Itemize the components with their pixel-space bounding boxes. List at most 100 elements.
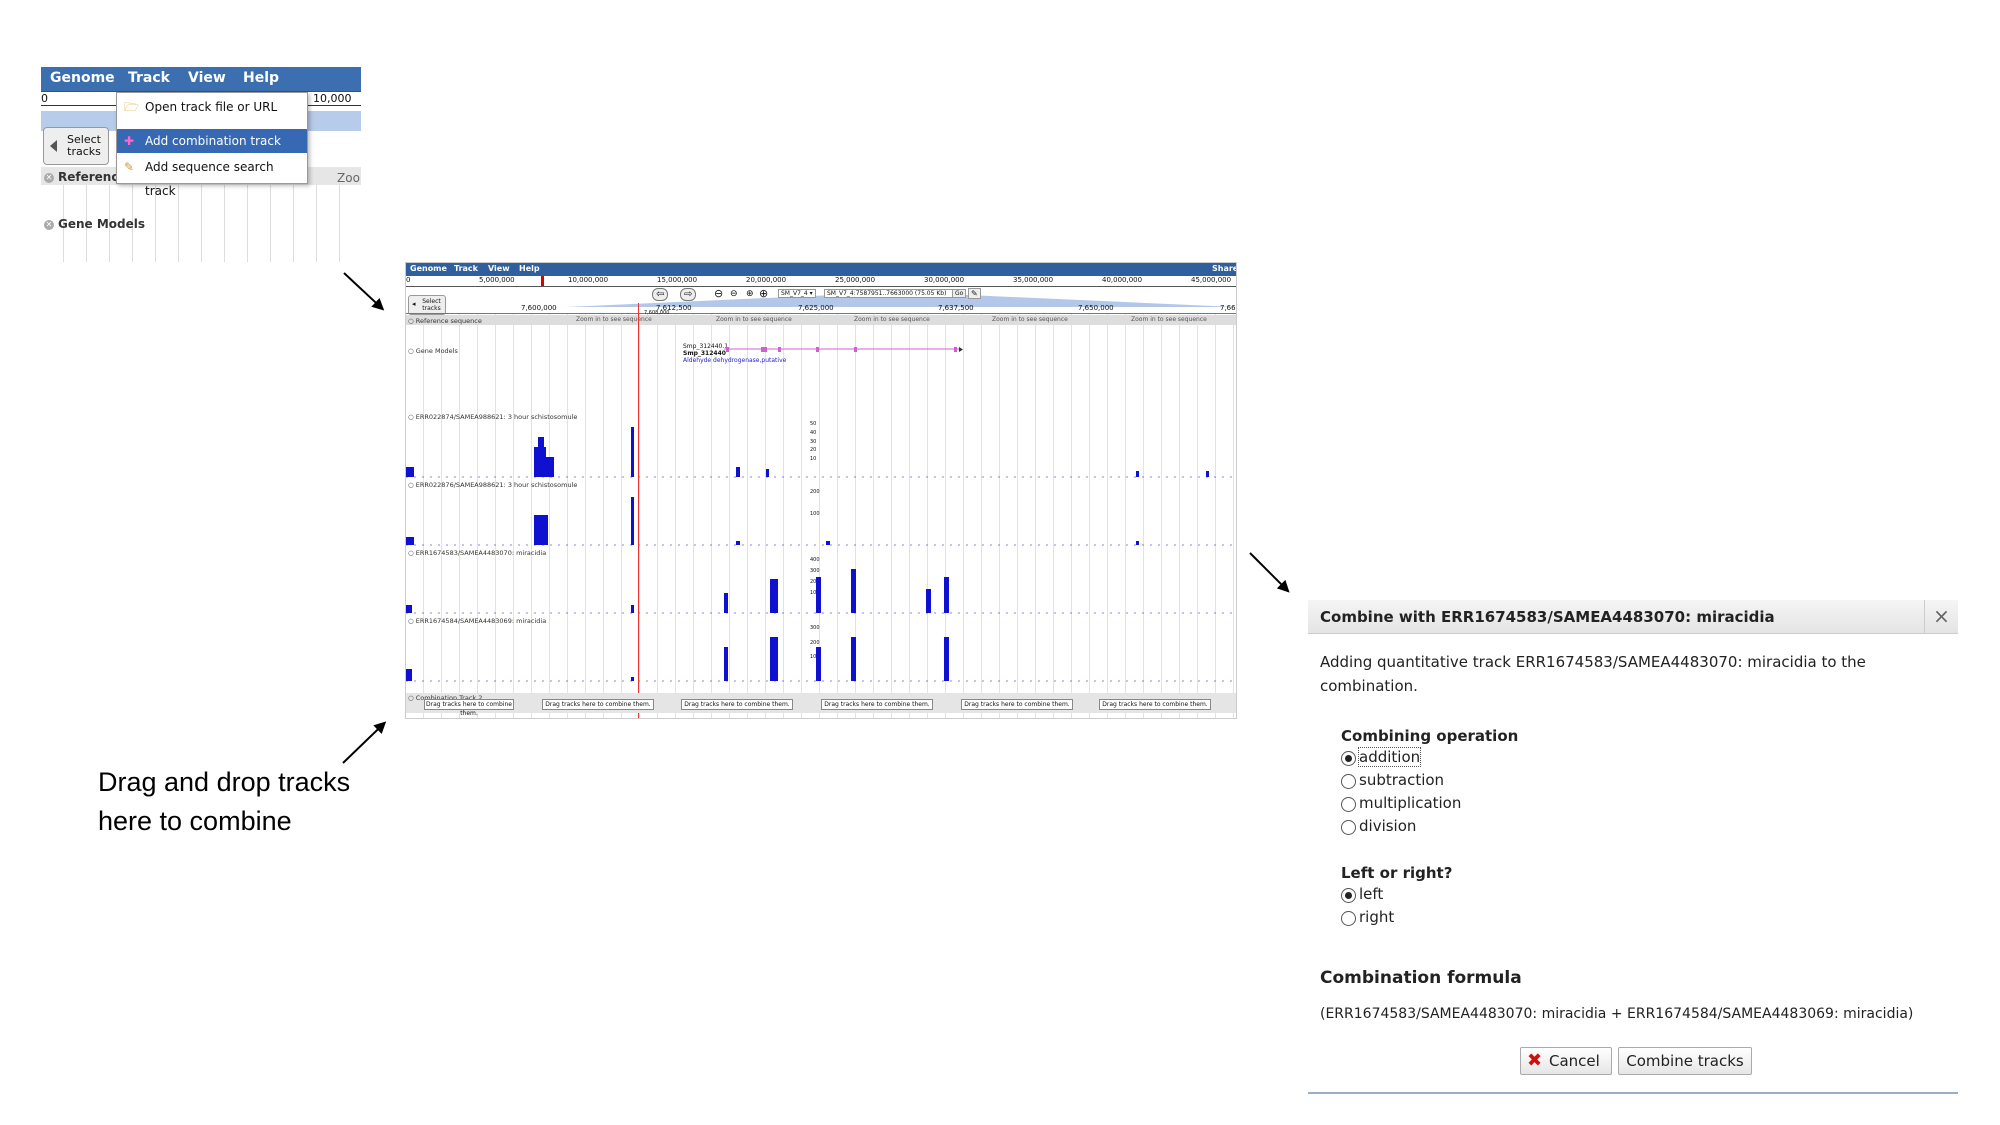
drop-zone[interactable]: Drag tracks here to combine them. xyxy=(681,699,793,710)
radio-button[interactable] xyxy=(1341,911,1356,926)
chevron-left-icon xyxy=(50,140,57,152)
coverage-bar xyxy=(926,589,931,613)
menu-help[interactable]: Help xyxy=(519,264,540,273)
radio-button[interactable] xyxy=(1341,888,1356,903)
menu-track[interactable]: Track xyxy=(128,70,170,86)
zoom-out-icon[interactable]: ⊖ xyxy=(714,287,724,300)
gene-models-label: Gene Models xyxy=(58,217,146,231)
coverage-bar xyxy=(406,605,412,613)
track-label-text: ERR022874/SAMEA988621: 3 hour schistosom… xyxy=(415,413,578,421)
close-icon[interactable]: ✕ xyxy=(44,172,54,183)
coverage-bar xyxy=(851,569,856,613)
coverage-bar xyxy=(826,541,830,545)
pan-right-button[interactable]: ⇨ xyxy=(680,288,697,301)
sequence-search-icon: ✎ xyxy=(124,160,135,174)
overview-tick-label: 15,000,000 xyxy=(657,276,698,284)
dialog-title: Combine with ERR1674583/SAMEA4483070: mi… xyxy=(1320,608,1775,626)
radio-label: addition xyxy=(1357,747,1422,767)
coverage-bar xyxy=(1136,541,1139,545)
coverage-bar xyxy=(724,647,728,681)
y-scale-label: 200 xyxy=(810,579,820,585)
zoom-out-small-icon[interactable]: ⊖ xyxy=(730,289,738,299)
gene-model-glyph[interactable] xyxy=(406,263,1236,718)
select-tracks-button[interactable]: Select tracks xyxy=(43,127,109,165)
overview-tick-label: 30,000,000 xyxy=(924,276,965,284)
menu-view[interactable]: View xyxy=(188,70,226,86)
zoom-in-small-icon[interactable]: ⊕ xyxy=(746,289,754,299)
reference-select[interactable]: SM_V7_4 ▾ xyxy=(778,289,816,298)
radio-button[interactable] xyxy=(1341,820,1356,835)
menu-genome[interactable]: Genome xyxy=(410,264,447,273)
arrow-icon xyxy=(1249,552,1289,592)
overview-tick-label: 25,000,000 xyxy=(835,276,876,284)
menu-item-label: Open track file or URL xyxy=(145,100,278,114)
menu-item-open-track[interactable]: 🗁 Open track file or URL xyxy=(117,95,307,119)
coverage-bar xyxy=(724,593,728,613)
radio-label: multiplication xyxy=(1359,794,1462,812)
overview-tick-label: 40,000,000 xyxy=(1102,276,1143,284)
highlight-icon[interactable]: ✎ xyxy=(968,288,981,299)
overview-tick-label: 45,000,000 xyxy=(1191,276,1232,284)
share-link[interactable]: Share xyxy=(1212,264,1237,273)
zoom-in-icon[interactable]: ⊕ xyxy=(759,287,769,300)
drop-zone[interactable]: Drag tracks here to combine them. xyxy=(424,699,514,717)
menu-genome[interactable]: Genome xyxy=(50,70,115,86)
close-icon[interactable]: × xyxy=(1924,600,1958,633)
folder-icon: 🗁 xyxy=(124,100,139,114)
coverage-bar xyxy=(736,541,740,545)
navigation-bar: ⇦ ⇨ ⊖ ⊖ ⊕ ⊕ SM_V7_4 ▾ SM_V7_4:7587951..7… xyxy=(406,287,1236,302)
gene-description[interactable]: Aldehyde dehydrogenase,putative xyxy=(683,357,787,364)
y-scale-label: 300 xyxy=(810,625,820,631)
zoom-in-hint: Zoom in to see sequence xyxy=(992,316,1068,323)
detail-tick-label: 7,600,000 xyxy=(521,304,557,312)
radio-button[interactable] xyxy=(1341,797,1356,812)
y-scale-label: 40 xyxy=(810,429,817,436)
dialog-intro: Adding quantitative track ERR1674583/SAM… xyxy=(1320,653,1866,695)
menu-item-label: Add combination track xyxy=(145,134,281,148)
coverage-bar xyxy=(406,537,414,545)
drop-zone[interactable]: Drag tracks here to combine them. xyxy=(1099,699,1211,710)
menu-help[interactable]: Help xyxy=(243,70,280,86)
menu-track[interactable]: Track xyxy=(454,264,478,273)
go-button[interactable]: Go xyxy=(952,289,967,298)
coverage-bar xyxy=(1206,471,1209,477)
track-label-4: ○ ERR1674584/SAMEA4483069: miracidia xyxy=(408,617,547,625)
coverage-bar xyxy=(816,577,821,613)
menu-item-label: Add sequence search track xyxy=(145,160,274,198)
combination-track-text: Combination Track 2 xyxy=(415,694,483,702)
reference-sequence-label: ○ Reference sequence xyxy=(408,317,482,325)
drop-zone[interactable]: Drag tracks here to combine them. xyxy=(961,699,1073,710)
gene-models-track-row: ✕ Gene Models xyxy=(44,217,145,231)
arrow-icon xyxy=(342,721,386,764)
menu-item-add-sequence-search[interactable]: ✎ Add sequence search track xyxy=(117,155,307,198)
select-tracks-button[interactable]: ◂ Select tracks xyxy=(408,295,446,315)
coverage-bar xyxy=(631,605,634,613)
zoom-in-hint: Zoom in to see sequence xyxy=(716,316,792,323)
y-scale-label: 50 xyxy=(810,421,817,427)
radio-button[interactable] xyxy=(1341,751,1356,766)
menu-view[interactable]: View xyxy=(488,264,510,273)
zoom-in-hint: Zoom in to see sequence xyxy=(1131,316,1207,323)
reference-sequence-band: Zoom in to see sequence Zoom in to see se… xyxy=(406,315,1236,325)
close-icon[interactable]: ✕ xyxy=(44,219,54,230)
cancel-button[interactable]: ✖ Cancel xyxy=(1520,1047,1612,1075)
coverage-bar xyxy=(546,457,554,477)
coverage-bar xyxy=(538,437,544,477)
drop-zone[interactable]: Drag tracks here to combine them. xyxy=(821,699,933,710)
overview-tick-label: 5,000,000 xyxy=(479,276,515,284)
y-scale-label: 400 xyxy=(810,557,820,563)
gene-id: Smp_312440.1 xyxy=(683,343,729,350)
detail-tick-label: 7,612,500 xyxy=(656,304,692,312)
detail-ruler: 7,600,000 7,612,500 7,625,000 7,637,500 7,65… xyxy=(406,303,1236,314)
detail-tick-label: 7,625,000 xyxy=(798,304,834,312)
radio-button[interactable] xyxy=(1341,774,1356,789)
menu-item-add-combination-track[interactable]: ✚ Add combination track xyxy=(117,129,307,153)
dialog-header: Combine with ERR1674583/SAMEA4483070: mi… xyxy=(1308,600,1958,634)
drop-zone[interactable]: Drag tracks here to combine them. xyxy=(542,699,654,710)
chevron-left-icon: ◂ xyxy=(412,300,416,308)
pan-left-button[interactable]: ⇦ xyxy=(652,288,669,301)
coverage-bar xyxy=(631,497,634,545)
overview-position-marker xyxy=(541,276,544,286)
combine-tracks-button[interactable]: Combine tracks xyxy=(1618,1047,1752,1075)
coverage-bar xyxy=(816,647,821,681)
